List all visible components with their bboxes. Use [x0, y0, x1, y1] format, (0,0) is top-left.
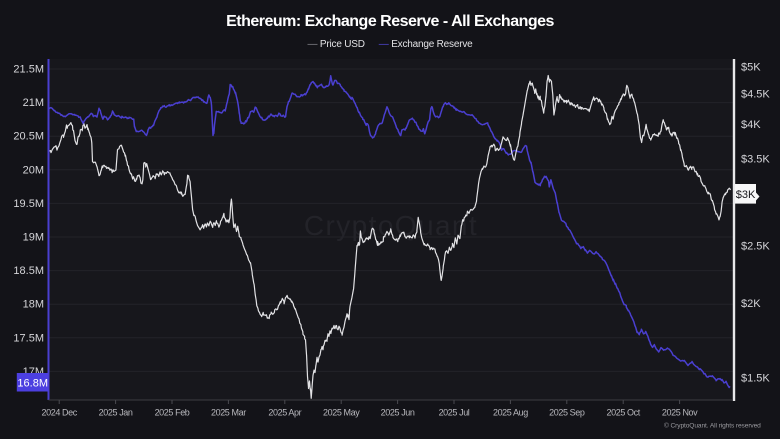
svg-text:2025 Aug: 2025 Aug [493, 408, 528, 418]
svg-text:$4K: $4K [741, 119, 761, 131]
svg-text:$4.5K: $4.5K [741, 89, 770, 101]
svg-text:$1.5K: $1.5K [741, 373, 770, 385]
svg-text:$2.5K: $2.5K [741, 241, 770, 253]
svg-text:© CryptoQuant. All rights rese: © CryptoQuant. All rights reserved [664, 422, 761, 430]
svg-text:2025 Jun: 2025 Jun [381, 408, 415, 418]
svg-text:2025 Sep: 2025 Sep [549, 408, 585, 418]
svg-text:19M: 19M [23, 232, 44, 244]
svg-text:20M: 20M [23, 164, 44, 176]
svg-text:$5K: $5K [741, 62, 761, 74]
svg-text:$3K: $3K [736, 189, 756, 201]
svg-text:17.5M: 17.5M [13, 332, 44, 344]
svg-text:18M: 18M [23, 299, 44, 311]
svg-text:21.5M: 21.5M [13, 64, 44, 76]
svg-text:21M: 21M [23, 97, 44, 109]
svg-text:2025 May: 2025 May [323, 408, 360, 418]
svg-text:16.8M: 16.8M [17, 378, 48, 390]
svg-text:19.5M: 19.5M [13, 198, 44, 210]
svg-text:18.5M: 18.5M [13, 265, 44, 277]
svg-text:$2K: $2K [741, 298, 761, 310]
svg-text:2025 Nov: 2025 Nov [662, 408, 698, 418]
svg-text:CryptoQuant: CryptoQuant [304, 210, 478, 241]
svg-text:2025 Jan: 2025 Jan [99, 408, 133, 418]
svg-text:2024 Dec: 2024 Dec [42, 408, 78, 418]
svg-text:$3.5K: $3.5K [741, 154, 770, 166]
svg-text:2025 Feb: 2025 Feb [155, 408, 190, 418]
svg-text:2025 Oct: 2025 Oct [607, 408, 641, 418]
svg-text:2025 Mar: 2025 Mar [211, 408, 246, 418]
svg-text:2025 Jul: 2025 Jul [439, 408, 470, 418]
svg-text:2025 Apr: 2025 Apr [268, 408, 301, 418]
svg-text:20.5M: 20.5M [13, 131, 44, 143]
